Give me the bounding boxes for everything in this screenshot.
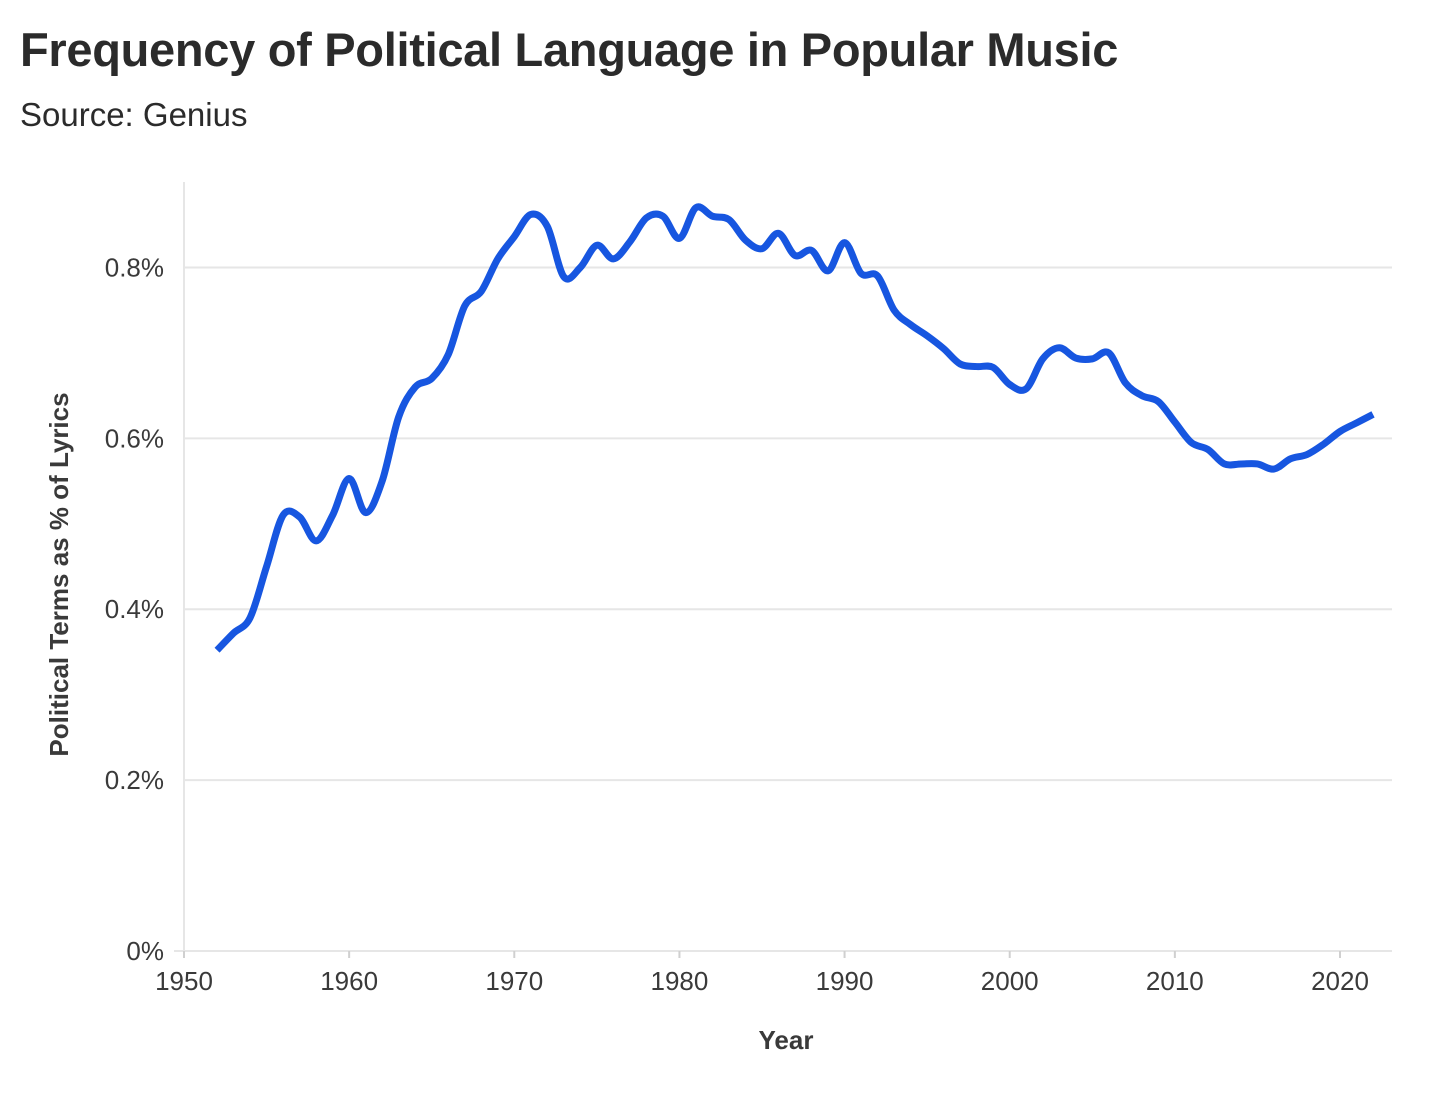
- y-tick-label: 0.8%: [105, 252, 164, 282]
- chart-subtitle: Source: Genius: [20, 96, 248, 133]
- series-layer: [214, 203, 1375, 653]
- y-tick-label: 0%: [126, 936, 164, 966]
- x-tick-label: 1980: [651, 966, 709, 996]
- series-line: [214, 203, 1375, 653]
- y-axis-title: Political Terms as % of Lyrics: [44, 392, 74, 756]
- chart-title: Frequency of Political Language in Popul…: [20, 23, 1119, 76]
- x-axis-title: Year: [759, 1025, 814, 1055]
- y-tick-label: 0.6%: [105, 423, 164, 453]
- x-tick-label: 1960: [320, 966, 378, 996]
- x-tick-label: 1950: [155, 966, 213, 996]
- x-tick-label: 2010: [1146, 966, 1204, 996]
- x-tick-label: 2000: [981, 966, 1039, 996]
- x-tick-label: 2020: [1311, 966, 1369, 996]
- y-tick-label: 0.2%: [105, 765, 164, 795]
- gridlines: [184, 266, 1392, 782]
- y-tick-label: 0.4%: [105, 594, 164, 624]
- x-tick-label: 1990: [816, 966, 874, 996]
- x-axis-ticks: 1950 1960 1970 1980 1990 2000 2010 2020: [155, 951, 1369, 996]
- x-tick-label: 1970: [485, 966, 543, 996]
- y-axis-ticks: 0% 0.2% 0.4% 0.6% 0.8%: [105, 252, 164, 966]
